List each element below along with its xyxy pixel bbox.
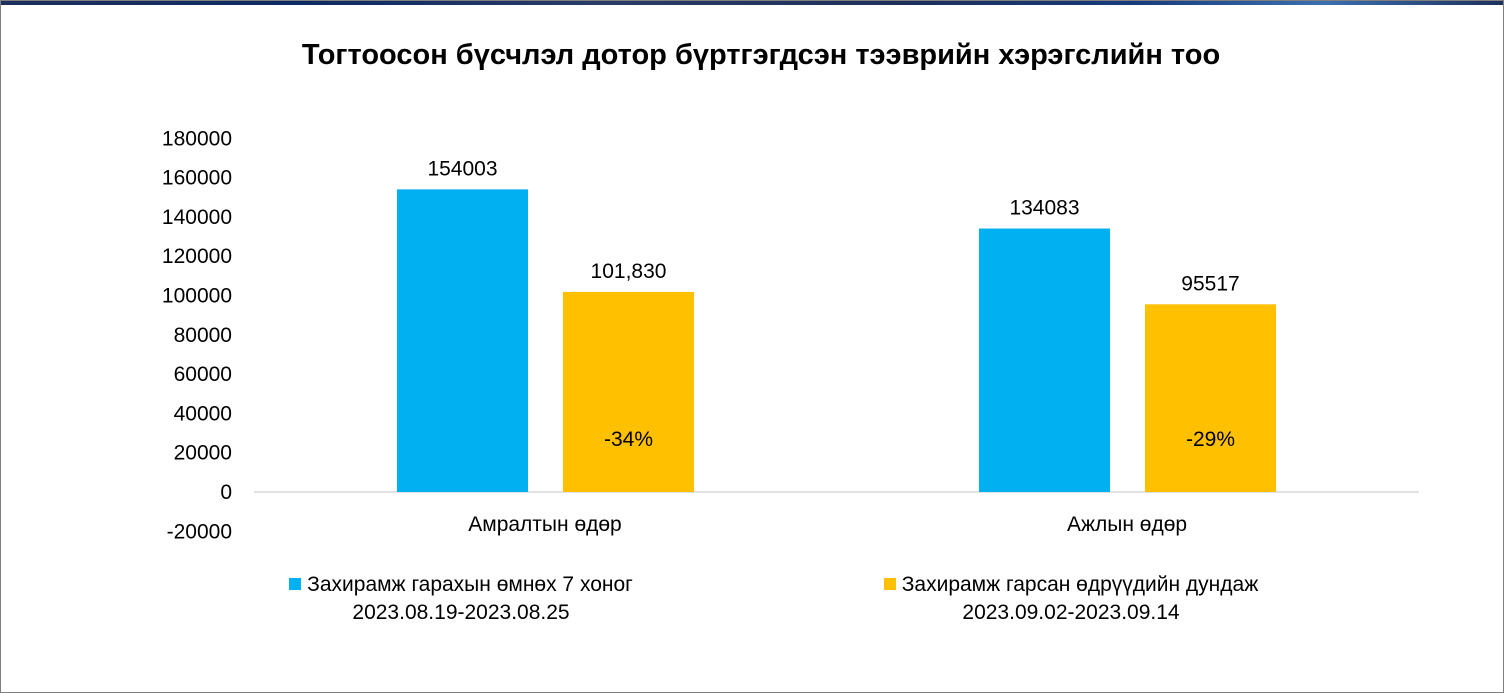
x-category-label: Амралтын өдөр — [468, 513, 622, 536]
y-tick-label: 120000 — [162, 245, 232, 268]
legend-swatch-blue — [289, 578, 302, 590]
chart-title: Тогтоосон бүсчлэл дотор бүртгэгдсэн тээв… — [301, 39, 1221, 71]
bar-chart: 180000 160000 140000 120000 100000 80000 60000… — [162, 127, 1419, 543]
legend-label-series-2: Захирамж гарсан өдрүүдийн дундаж — [901, 573, 1259, 596]
data-label: 95517 — [1181, 272, 1239, 295]
bar-yellow-2 — [1145, 304, 1276, 492]
y-tick-label: 60000 — [174, 363, 232, 386]
change-annotation: -29% — [1186, 428, 1235, 451]
y-tick-label: 0 — [220, 481, 232, 504]
y-tick-label: 40000 — [174, 402, 232, 425]
data-label: 101,830 — [591, 260, 667, 283]
y-tick-label: -20000 — [167, 520, 232, 543]
data-label: 154003 — [427, 157, 497, 180]
change-annotation: -34% — [604, 428, 653, 451]
bar-blue-2 — [979, 228, 1110, 492]
bar-blue-1 — [397, 189, 528, 492]
x-category-label: Ажлын өдөр — [1067, 513, 1187, 536]
y-tick-label: 80000 — [174, 324, 232, 347]
legend-sub-series-1: 2023.08.19-2023.08.25 — [352, 601, 570, 624]
y-tick-label: 180000 — [162, 127, 232, 150]
legend-item-series-1: Захирамж гарахын өмнөх 7 хоног 2023.08.1… — [251, 571, 671, 627]
legend-sub-series-2: 2023.09.02-2023.09.14 — [962, 601, 1180, 624]
y-tick-label: 20000 — [174, 442, 232, 465]
legend-item-series-2: Захирамж гарсан өдрүүдийн дундаж 2023.09… — [826, 571, 1316, 627]
data-label: 134083 — [1009, 197, 1079, 220]
legend-label-series-1: Захирамж гарахын өмнөх 7 хоног — [307, 573, 633, 596]
y-tick-label: 140000 — [162, 206, 232, 229]
header-decoration-strip — [1, 1, 1503, 5]
legend-swatch-yellow — [883, 578, 896, 590]
bar-yellow-1 — [563, 291, 694, 492]
y-tick-label: 100000 — [162, 285, 232, 308]
y-tick-label: 160000 — [162, 167, 232, 190]
